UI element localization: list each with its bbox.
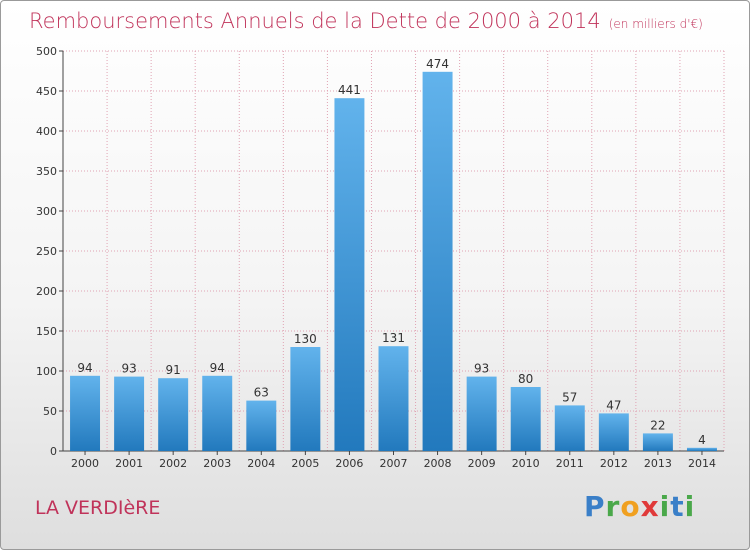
bar-2013	[642, 433, 673, 451]
chart-title: Remboursements Annuels de la Dette de 20…	[29, 9, 703, 33]
value-label-2012: 47	[606, 398, 621, 412]
x-tick-label-2007: 2007	[380, 457, 408, 470]
value-label-2003: 94	[210, 361, 225, 375]
x-tick-label-2004: 2004	[247, 457, 275, 470]
unit-note: (en milliers d'€)	[608, 17, 703, 31]
y-tick-label: 0	[50, 445, 57, 458]
value-label-2004: 63	[254, 386, 269, 400]
commune-name: LA VERDIèRE	[35, 497, 161, 519]
y-tick-label: 300	[36, 205, 57, 218]
bar-2004	[246, 400, 277, 451]
y-tick-label: 350	[36, 165, 57, 178]
value-label-2011: 57	[562, 390, 577, 404]
value-label-2001: 93	[121, 362, 136, 376]
y-tick-label: 450	[36, 85, 57, 98]
bar-2000	[70, 375, 101, 451]
x-tick-label-2000: 2000	[71, 457, 99, 470]
bar-2012	[598, 413, 629, 451]
value-label-2000: 94	[77, 361, 92, 375]
bar-2002	[158, 378, 189, 451]
x-tick-label-2012: 2012	[600, 457, 628, 470]
x-tick-label-2003: 2003	[203, 457, 231, 470]
y-tick-label: 250	[36, 245, 57, 258]
x-tick-label-2009: 2009	[468, 457, 496, 470]
bar-2010	[510, 387, 541, 451]
value-label-2002: 91	[166, 363, 181, 377]
y-tick-label: 500	[36, 45, 57, 58]
y-tick-label: 200	[36, 285, 57, 298]
value-label-2009: 93	[474, 362, 489, 376]
bar-2006	[334, 98, 365, 451]
value-label-2014: 4	[698, 433, 706, 447]
bar-2009	[466, 376, 497, 451]
value-label-2008: 474	[426, 57, 449, 71]
chart-title-text: Remboursements Annuels de la Dette de 20…	[29, 9, 601, 33]
x-tick-label-2014: 2014	[688, 457, 716, 470]
bar-2005	[290, 347, 321, 451]
bar-2001	[114, 376, 145, 451]
x-tick-label-2008: 2008	[424, 457, 452, 470]
bar-2007	[378, 346, 409, 451]
bar-2003	[202, 375, 233, 451]
y-tick-label: 150	[36, 325, 57, 338]
x-tick-label-2006: 2006	[335, 457, 363, 470]
x-tick-label-2002: 2002	[159, 457, 187, 470]
bar-2014	[686, 447, 717, 451]
bar-2011	[554, 405, 585, 451]
value-label-2010: 80	[518, 372, 533, 386]
y-tick-label: 100	[36, 365, 57, 378]
value-label-2007: 131	[382, 331, 405, 345]
y-tick-label: 400	[36, 125, 57, 138]
x-tick-label-2013: 2013	[644, 457, 672, 470]
x-tick-label-2005: 2005	[291, 457, 319, 470]
x-tick-label-2011: 2011	[556, 457, 584, 470]
x-tick-label-2010: 2010	[512, 457, 540, 470]
y-tick-label: 50	[43, 405, 57, 418]
value-label-2006: 441	[338, 83, 361, 97]
x-tick-label-2001: 2001	[115, 457, 143, 470]
value-label-2013: 22	[650, 418, 665, 432]
value-label-2005: 130	[294, 332, 317, 346]
bar-2008	[422, 71, 453, 452]
proxiti-logo: Proxiti	[584, 490, 696, 523]
